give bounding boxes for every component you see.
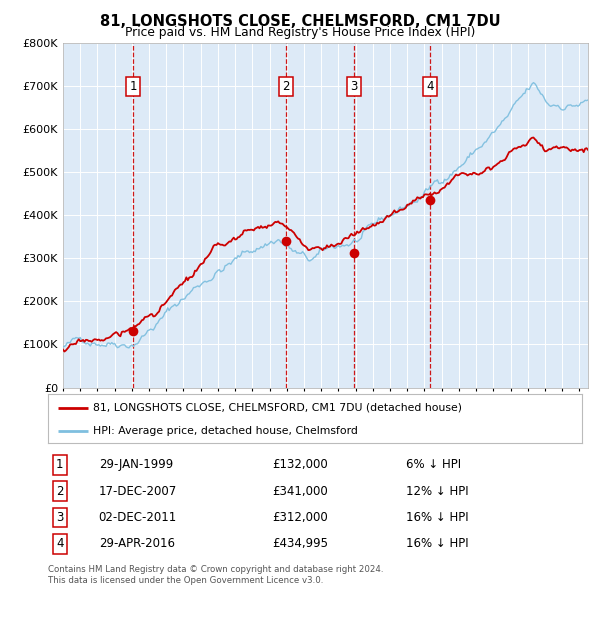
Text: £132,000: £132,000 xyxy=(272,458,328,471)
Text: 17-DEC-2007: 17-DEC-2007 xyxy=(99,485,177,498)
Text: £312,000: £312,000 xyxy=(272,511,328,524)
Text: £434,995: £434,995 xyxy=(272,538,328,551)
Text: 2: 2 xyxy=(283,80,290,93)
Text: 29-JAN-1999: 29-JAN-1999 xyxy=(99,458,173,471)
Text: 81, LONGSHOTS CLOSE, CHELMSFORD, CM1 7DU: 81, LONGSHOTS CLOSE, CHELMSFORD, CM1 7DU xyxy=(100,14,500,29)
Text: HPI: Average price, detached house, Chelmsford: HPI: Average price, detached house, Chel… xyxy=(94,426,358,436)
Text: 1: 1 xyxy=(56,458,64,471)
Text: Price paid vs. HM Land Registry's House Price Index (HPI): Price paid vs. HM Land Registry's House … xyxy=(125,26,475,39)
Text: 3: 3 xyxy=(350,80,358,93)
Text: 81, LONGSHOTS CLOSE, CHELMSFORD, CM1 7DU (detached house): 81, LONGSHOTS CLOSE, CHELMSFORD, CM1 7DU… xyxy=(94,402,463,412)
Text: 16% ↓ HPI: 16% ↓ HPI xyxy=(406,511,469,524)
Text: 3: 3 xyxy=(56,511,64,524)
Text: £341,000: £341,000 xyxy=(272,485,328,498)
Text: Contains HM Land Registry data © Crown copyright and database right 2024.
This d: Contains HM Land Registry data © Crown c… xyxy=(48,565,383,585)
Text: 02-DEC-2011: 02-DEC-2011 xyxy=(99,511,177,524)
Text: 12% ↓ HPI: 12% ↓ HPI xyxy=(406,485,469,498)
Text: 16% ↓ HPI: 16% ↓ HPI xyxy=(406,538,469,551)
Text: 1: 1 xyxy=(130,80,137,93)
Text: 4: 4 xyxy=(56,538,64,551)
Text: 2: 2 xyxy=(56,485,64,498)
Text: 6% ↓ HPI: 6% ↓ HPI xyxy=(406,458,461,471)
Text: 4: 4 xyxy=(427,80,434,93)
Text: 29-APR-2016: 29-APR-2016 xyxy=(99,538,175,551)
